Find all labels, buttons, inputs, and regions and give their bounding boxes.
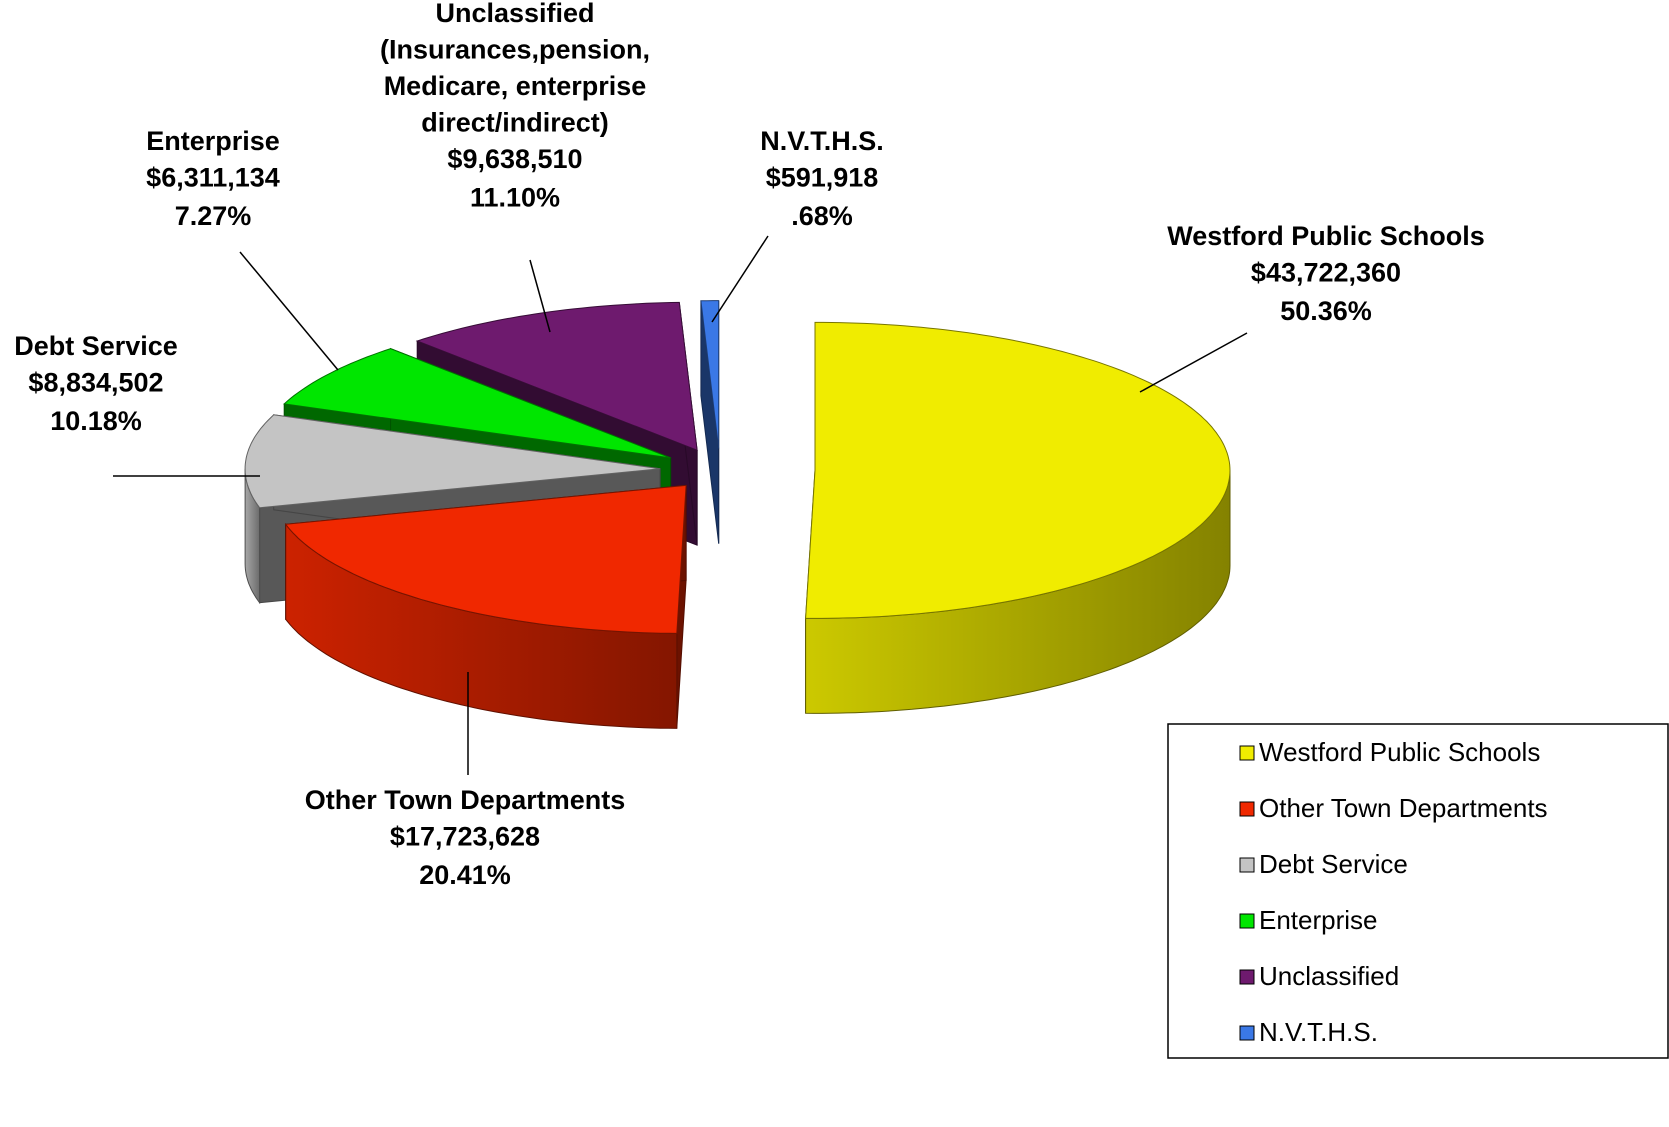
leader-line (1139, 332, 1248, 393)
legend-swatch (1239, 857, 1255, 873)
slice-label: Debt Service (14, 331, 178, 361)
legend-label: Debt Service (1259, 849, 1408, 879)
legend-swatch (1239, 1025, 1255, 1041)
legend-box (1167, 723, 1669, 1059)
percentage-label: 20.41% (419, 860, 511, 890)
value-label: $17,723,628 (390, 822, 540, 852)
slice (415, 301, 698, 451)
leader-line (529, 259, 551, 333)
percentage-label: 7.27% (175, 201, 252, 231)
leader-line (239, 251, 339, 371)
slice-label: (Insurances,pension, (380, 35, 650, 65)
percentage-label: 11.10% (470, 183, 560, 213)
legend-swatch (1239, 745, 1255, 761)
legend-label: Westford Public Schools (1259, 737, 1540, 767)
leader-line (711, 235, 769, 323)
slice (284, 484, 687, 634)
slice-label: Enterprise (146, 126, 280, 156)
slice-label: Medicare, enterprise (384, 71, 647, 101)
value-label: $43,722,360 (1251, 258, 1401, 288)
value-label: $8,834,502 (28, 368, 163, 398)
slice (283, 348, 671, 459)
data-labels: Westford Public Schools $43,722,360 50.36%… (14, 0, 1485, 890)
percentage-label: 10.18% (50, 406, 142, 436)
legend-label: Other Town Departments (1259, 793, 1548, 823)
slice-label: Unclassified (435, 0, 594, 28)
slice (244, 414, 661, 509)
percentage-label: 50.36% (1280, 296, 1372, 326)
pie (244, 300, 1231, 729)
slice-label: direct/indirect) (421, 108, 609, 138)
slice-label: N.V.T.H.S. (760, 126, 884, 156)
legend-label: Enterprise (1259, 905, 1378, 935)
slice (805, 321, 1231, 619)
legend-swatch (1239, 801, 1255, 817)
slice-label: Westford Public Schools (1167, 221, 1485, 251)
legend-label: Unclassified (1259, 961, 1399, 991)
value-label: $591,918 (766, 163, 879, 193)
legend-label: N.V.T.H.S. (1259, 1017, 1378, 1047)
legend: Westford Public Schools Other Town Depart… (1239, 737, 1548, 1047)
slice-label: Other Town Departments (305, 785, 626, 815)
value-label: $6,311,134 (146, 163, 280, 193)
value-label: $9,638,510 (447, 144, 582, 174)
percentage-label: .68% (791, 201, 853, 231)
legend-swatch (1239, 913, 1255, 929)
legend-swatch (1239, 969, 1255, 985)
slice (700, 300, 720, 449)
